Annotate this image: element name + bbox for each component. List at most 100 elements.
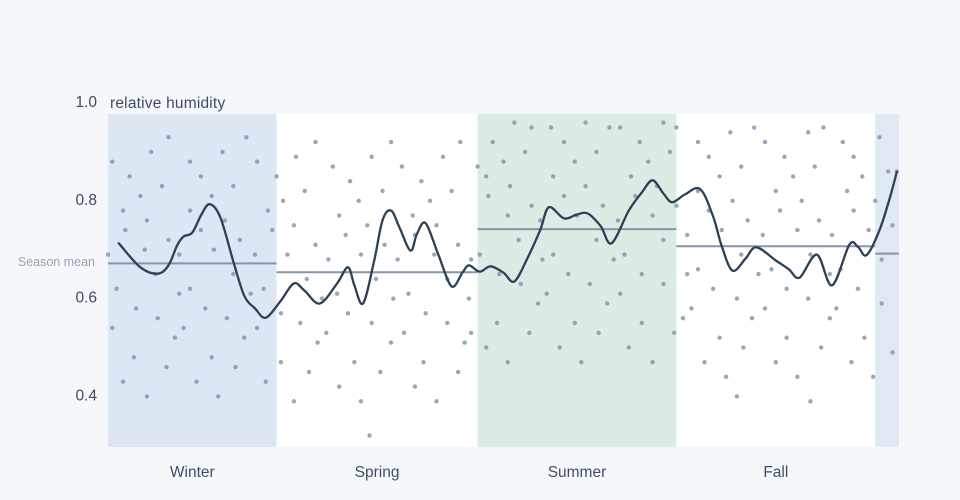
data-point	[209, 355, 214, 360]
data-point	[330, 164, 335, 169]
data-point	[313, 242, 318, 247]
data-point	[615, 218, 621, 223]
data-point	[427, 198, 433, 203]
season-band-winter	[108, 114, 277, 447]
data-point	[551, 252, 556, 257]
data-point	[406, 291, 411, 296]
data-point	[890, 350, 895, 355]
data-point	[172, 335, 178, 340]
season-band-summer	[477, 114, 677, 447]
y-tick-label: 0.6	[75, 290, 97, 307]
data-point	[399, 164, 405, 169]
data-point	[689, 306, 694, 311]
data-point	[583, 183, 588, 189]
data-point	[278, 360, 284, 365]
data-point	[421, 360, 426, 365]
y-tick-label: 0.4	[75, 387, 97, 404]
data-point	[760, 232, 765, 238]
data-point	[110, 159, 115, 164]
data-point	[695, 188, 701, 194]
data-point	[224, 316, 230, 321]
trend-line	[117, 170, 898, 319]
data-point	[484, 174, 489, 179]
data-point	[222, 218, 227, 223]
data-point	[756, 271, 761, 277]
data-point	[710, 286, 716, 291]
data-point	[596, 330, 601, 335]
data-point	[650, 213, 655, 218]
data-point	[401, 330, 407, 335]
data-point	[244, 135, 249, 140]
data-point	[468, 330, 474, 335]
data-point	[445, 320, 450, 326]
data-point	[734, 394, 740, 399]
y-tick-label: 1.0	[75, 94, 97, 111]
data-point	[777, 208, 783, 213]
data-point	[579, 360, 584, 365]
data-point	[739, 252, 744, 257]
data-point	[187, 208, 193, 213]
data-point	[583, 120, 588, 125]
data-point	[877, 135, 882, 140]
data-point	[685, 232, 690, 238]
data-point	[661, 120, 666, 125]
data-point	[819, 345, 824, 350]
data-point	[728, 130, 733, 135]
data-point	[557, 345, 562, 350]
data-point	[672, 330, 677, 335]
data-point	[194, 379, 199, 384]
data-point	[369, 154, 374, 159]
data-point	[367, 433, 372, 438]
data-point	[133, 306, 139, 311]
data-point	[594, 237, 599, 243]
data-point	[466, 296, 472, 301]
data-point	[455, 369, 461, 375]
data-point	[870, 374, 876, 379]
data-point	[155, 316, 160, 321]
data-point	[144, 218, 150, 223]
data-point	[544, 291, 549, 296]
data-point	[790, 174, 796, 179]
data-point	[535, 301, 541, 306]
data-point	[622, 252, 627, 257]
data-point	[548, 125, 554, 130]
data-point	[667, 149, 673, 155]
data-point	[518, 281, 523, 287]
data-point	[166, 135, 171, 140]
data-point	[829, 232, 835, 238]
data-point	[762, 306, 768, 311]
data-point	[762, 139, 768, 145]
data-point	[440, 154, 446, 159]
data-point	[695, 267, 701, 272]
data-point	[879, 301, 884, 306]
data-point	[263, 379, 268, 384]
data-point	[808, 399, 813, 404]
data-point	[505, 360, 510, 365]
data-point	[661, 237, 666, 243]
data-point	[291, 399, 297, 404]
data-point	[356, 198, 361, 203]
data-point	[587, 281, 593, 287]
data-point	[806, 296, 811, 301]
data-point	[851, 208, 856, 213]
data-point	[114, 286, 119, 291]
data-point	[637, 139, 642, 145]
data-point	[633, 193, 638, 199]
data-point	[254, 325, 260, 331]
data-point	[719, 227, 724, 233]
data-point	[458, 139, 463, 145]
season-label-spring: Spring	[355, 464, 400, 481]
data-point	[695, 139, 701, 145]
data-point	[784, 286, 789, 291]
data-point	[527, 330, 532, 335]
data-point	[497, 271, 502, 277]
data-point	[862, 335, 867, 340]
season-label-summer: Summer	[548, 464, 607, 481]
data-point	[538, 218, 543, 223]
data-point	[365, 223, 370, 228]
data-point	[105, 252, 111, 257]
data-point	[851, 154, 856, 159]
data-point	[358, 399, 364, 404]
data-point	[812, 164, 817, 169]
